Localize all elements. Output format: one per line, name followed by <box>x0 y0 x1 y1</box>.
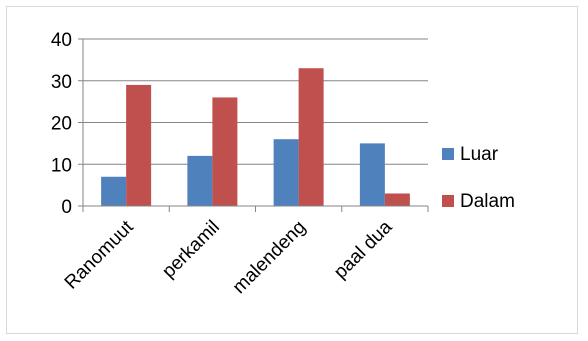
x-tick-label: malendeng <box>229 217 310 298</box>
legend-swatch-luar <box>442 148 454 160</box>
y-tick-label: 0 <box>61 197 72 218</box>
bars <box>101 68 410 206</box>
bar-luar-malendeng <box>273 139 299 206</box>
bar-dalam-perkamil <box>212 97 238 206</box>
x-tick-labels: Ranomuut perkamil malendeng paal dua <box>61 216 397 298</box>
y-tick-label: 20 <box>51 114 72 135</box>
y-tick-label: 10 <box>51 155 72 176</box>
bar-luar-perkamil <box>187 155 213 206</box>
legend: Luar Dalam <box>442 144 515 212</box>
y-tick-label: 30 <box>51 72 72 93</box>
y-tick-label: 40 <box>51 30 72 51</box>
bar-luar-paal-dua <box>359 143 385 206</box>
bar-dalam-malendeng <box>298 68 324 206</box>
legend-swatch-dalam <box>442 195 454 207</box>
y-tick-labels: 0 10 20 30 40 <box>51 30 83 218</box>
x-tick-label: Ranomuut <box>61 216 138 293</box>
bar-luar-ranomuut <box>101 176 127 206</box>
legend-label-luar: Luar <box>460 144 499 165</box>
bar-dalam-ranomuut <box>126 84 152 206</box>
legend-label-dalam: Dalam <box>460 191 515 212</box>
x-tick-label: paal dua <box>330 216 397 283</box>
bar-dalam-paal-dua <box>384 193 410 206</box>
x-tick-label: perkamil <box>158 217 224 283</box>
